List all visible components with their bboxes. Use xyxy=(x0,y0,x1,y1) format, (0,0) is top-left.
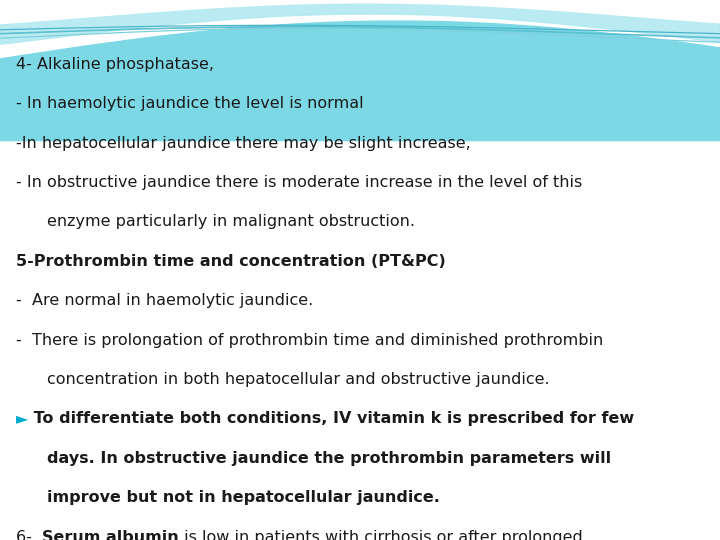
Text: 6-: 6- xyxy=(16,530,42,540)
Text: improve but not in hepatocellular jaundice.: improve but not in hepatocellular jaundi… xyxy=(47,490,440,505)
Text: concentration in both hepatocellular and obstructive jaundice.: concentration in both hepatocellular and… xyxy=(47,372,549,387)
Text: -In hepatocellular jaundice there may be slight increase,: -In hepatocellular jaundice there may be… xyxy=(16,136,471,151)
Text: - In obstructive jaundice there is moderate increase in the level of this: - In obstructive jaundice there is moder… xyxy=(16,175,582,190)
Text: days. In obstructive jaundice the prothrombin parameters will: days. In obstructive jaundice the prothr… xyxy=(47,451,611,466)
Text: -  There is prolongation of prothrombin time and diminished prothrombin: - There is prolongation of prothrombin t… xyxy=(16,333,603,348)
Text: 5-Prothrombin time and concentration (PT&PC): 5-Prothrombin time and concentration (PT… xyxy=(16,254,446,269)
Text: enzyme particularly in malignant obstruction.: enzyme particularly in malignant obstruc… xyxy=(47,214,415,230)
Text: is low in patients with cirrhosis or after prolonged: is low in patients with cirrhosis or aft… xyxy=(179,530,582,540)
Text: -  Are normal in haemolytic jaundice.: - Are normal in haemolytic jaundice. xyxy=(16,293,313,308)
Text: Serum albumin: Serum albumin xyxy=(42,530,179,540)
Text: ►: ► xyxy=(16,411,28,427)
Text: - In haemolytic jaundice the level is normal: - In haemolytic jaundice the level is no… xyxy=(16,96,364,111)
Text: 4- Alkaline phosphatase,: 4- Alkaline phosphatase, xyxy=(16,57,214,72)
Text: To differentiate both conditions, IV vitamin k is prescribed for few: To differentiate both conditions, IV vit… xyxy=(28,411,634,427)
